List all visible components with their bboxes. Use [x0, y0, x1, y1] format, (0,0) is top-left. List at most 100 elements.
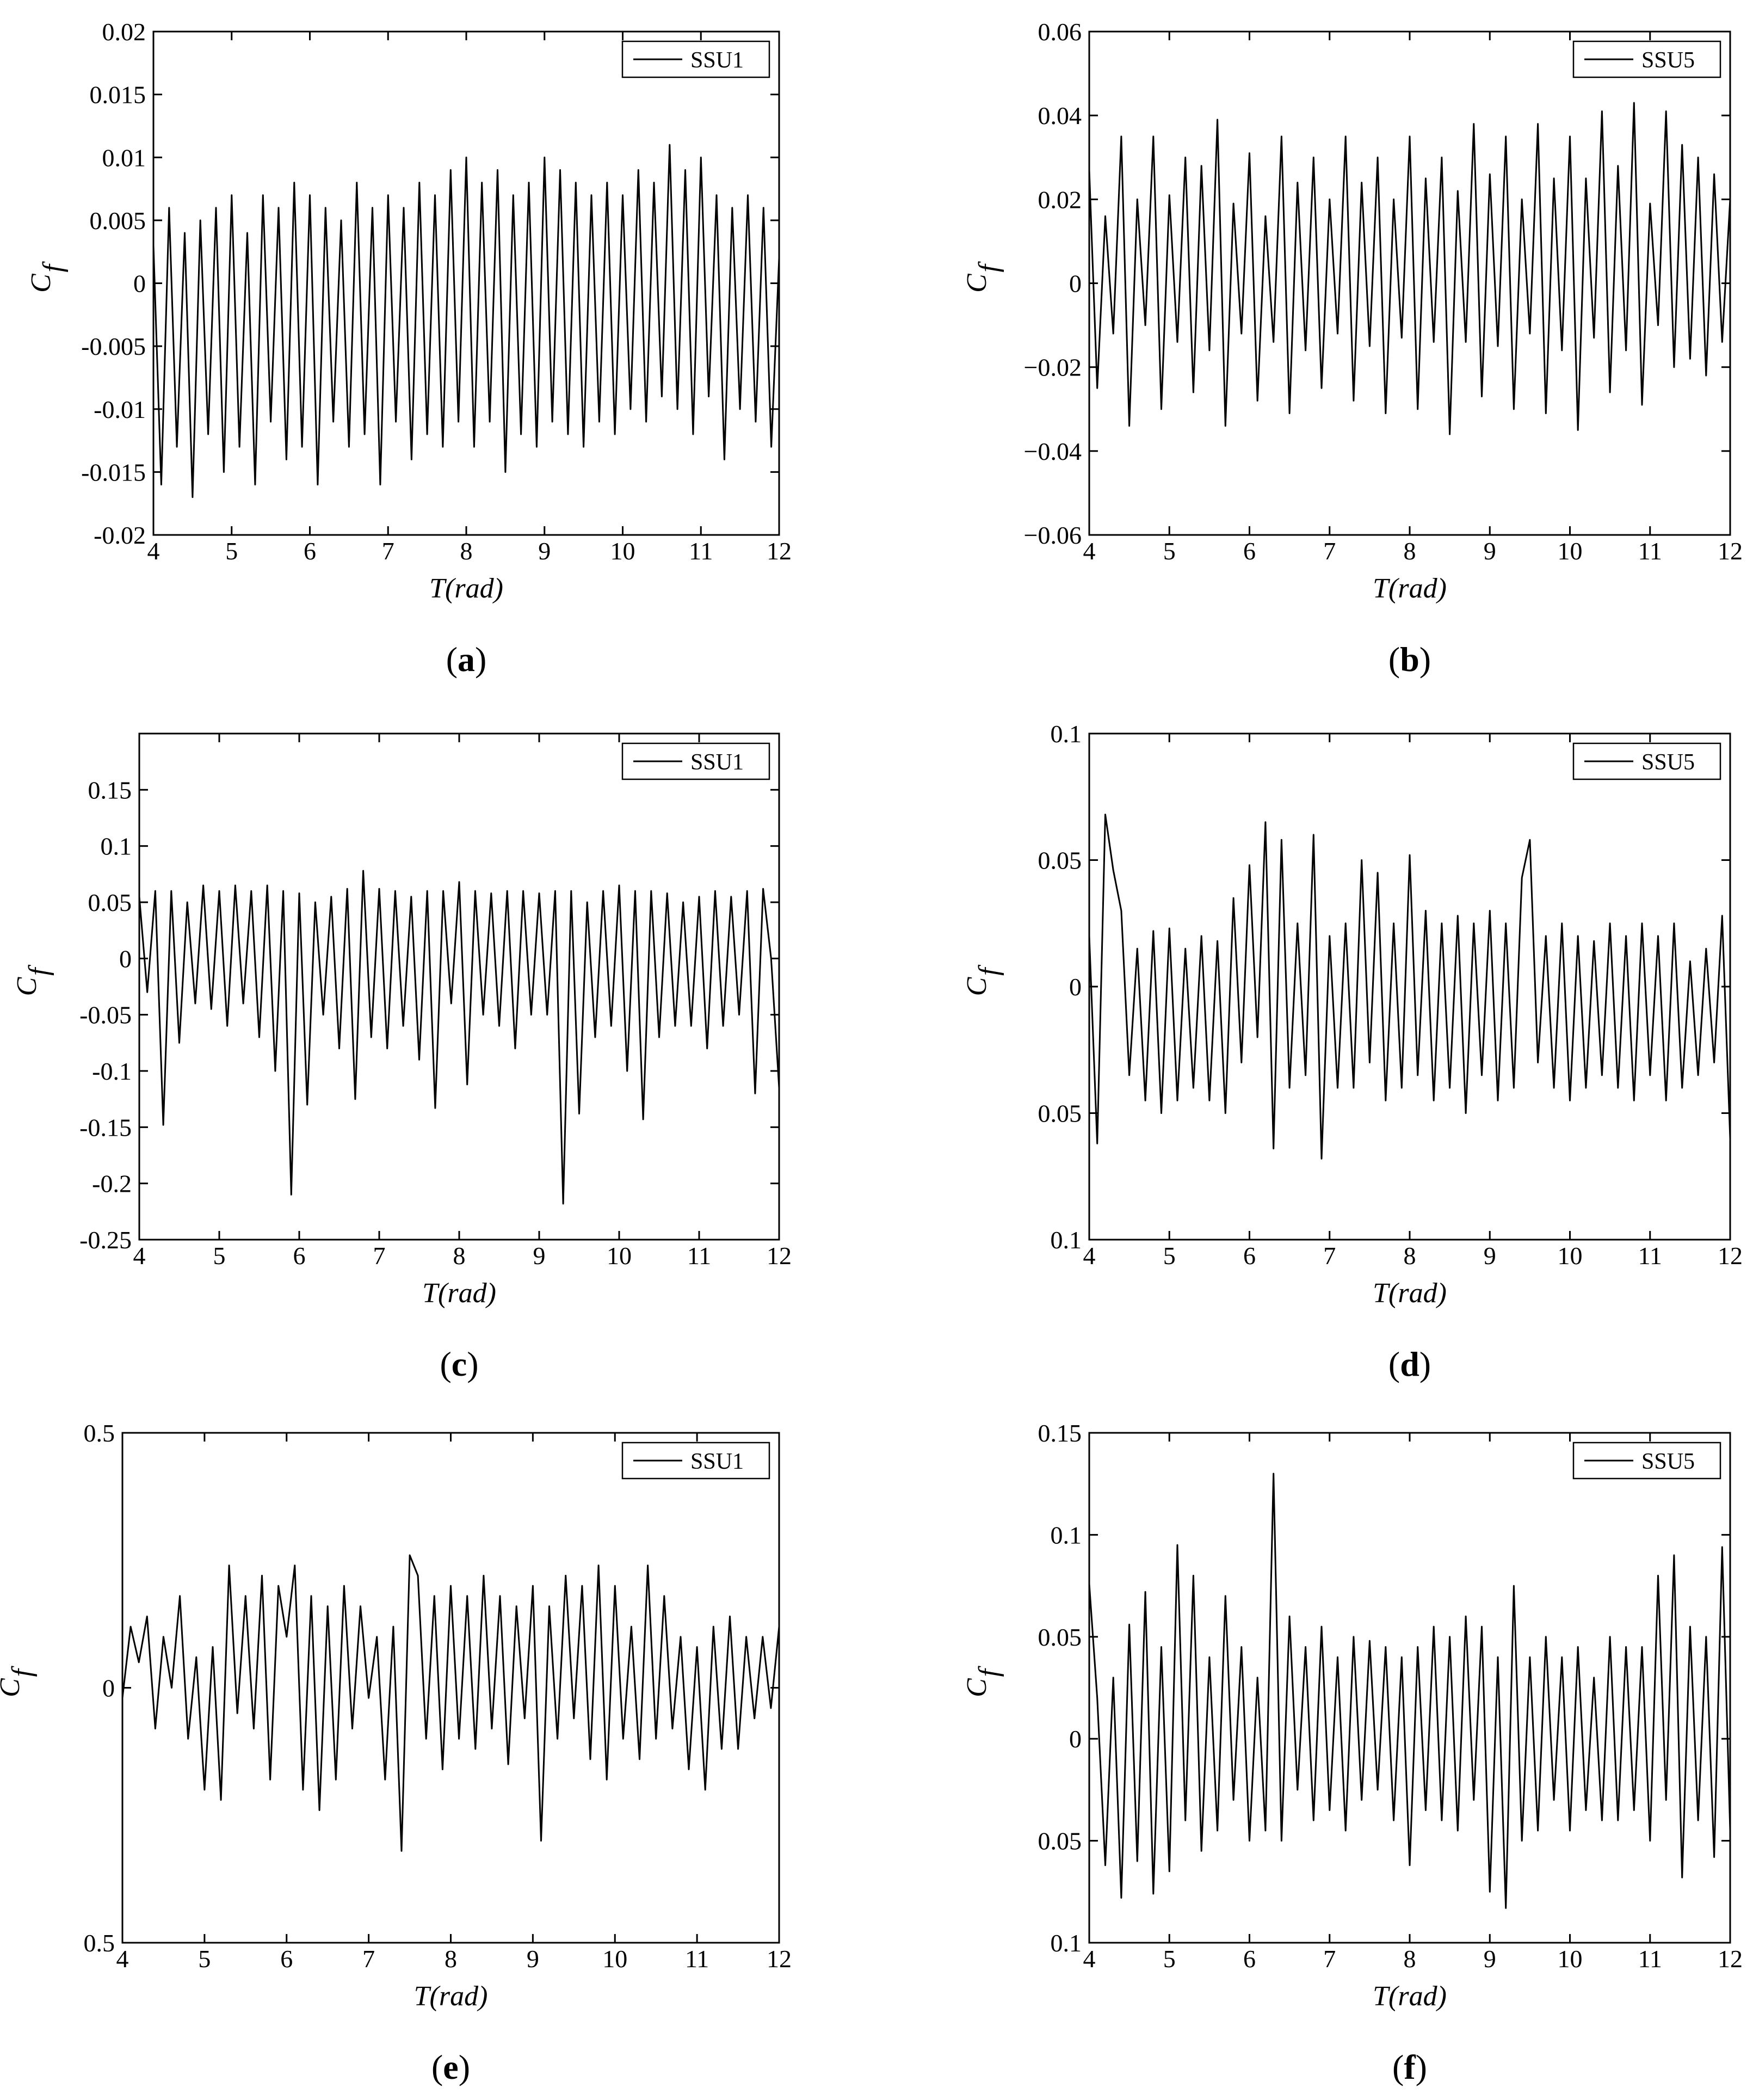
chart-panel-b: 4 5 6 7 8 9 10 11 12 0.06 0.04 0.02 0 −0.02 −0.04 −0.06…	[961, 18, 1743, 679]
x-tick-label: 5	[213, 1242, 226, 1270]
caption-part: (	[1392, 2048, 1404, 2086]
x-tick-label: 4	[133, 1242, 146, 1270]
x-axis-label: T(rad)	[429, 573, 503, 604]
x-tick-label: 12	[1718, 1945, 1743, 1973]
y-tick-label: 0.1	[1051, 720, 1082, 748]
x-tick-label: 10	[1558, 537, 1583, 565]
legend-label: SSU5	[1641, 48, 1695, 73]
y-tick-label: 0	[102, 1674, 115, 1702]
panel-caption: (d)	[1388, 1345, 1431, 1383]
x-tick-label: 12	[767, 537, 792, 565]
y-tick-label: 0.15	[1038, 1419, 1082, 1447]
x-tick-label: 6	[1243, 537, 1256, 565]
y-tick-label: 0.5	[84, 1419, 115, 1447]
x-tick-label: 4	[1083, 1242, 1096, 1270]
y-axis-label: C	[961, 1678, 992, 1697]
panel-caption: (a)	[446, 640, 487, 679]
x-tick-label: 5	[1163, 537, 1176, 565]
y-tick-label: -0.15	[79, 1113, 132, 1141]
y-tick-label: 0.05	[1038, 847, 1082, 875]
y-tick-label: 0.1	[1051, 1226, 1082, 1254]
y-tick-label: 0.05	[1038, 1623, 1082, 1651]
chart-panel-a: 4 5 6 7 8 9 10 11 12 0.02 0.015 0.01 0.005 0 -0.005 -0.…	[26, 18, 792, 679]
y-axis-label: C	[11, 976, 42, 996]
caption-part: )	[459, 2048, 470, 2086]
x-tick-label: 11	[1638, 1945, 1662, 1973]
y-axis-label: C	[961, 273, 992, 293]
y-tick-label: 0.02	[1038, 186, 1082, 213]
x-tick-label: 8	[1404, 537, 1416, 565]
x-tick-label: 12	[1718, 537, 1743, 565]
legend-label: SSU1	[690, 1449, 744, 1474]
x-tick-label: 11	[685, 1945, 709, 1973]
x-tick-label: 7	[1323, 1945, 1336, 1973]
y-axis-label: C	[961, 976, 992, 996]
y-tick-label: 0.01	[102, 144, 146, 171]
series-line-ssu5	[1089, 102, 1730, 435]
x-tick-label: 8	[460, 537, 473, 565]
y-tick-label: −0.04	[1024, 438, 1082, 465]
y-tick-label: 0	[1069, 973, 1082, 1001]
series-line-ssu1	[122, 1554, 779, 1852]
x-tick-label: 7	[382, 537, 394, 565]
y-tick-label: -0.02	[94, 521, 146, 549]
y-tick-label: -0.1	[92, 1057, 132, 1085]
y-axis-label: C	[0, 1678, 26, 1697]
caption-part: )	[1416, 2048, 1427, 2086]
y-tick-label: −0.02	[1024, 354, 1082, 381]
caption-part: )	[1419, 1345, 1431, 1383]
caption-part: e	[443, 2048, 458, 2086]
y-tick-label: 0	[119, 945, 132, 972]
y-tick-label: 0.1	[101, 833, 132, 860]
y-tick-label: 0.05	[88, 889, 132, 916]
y-axis-label-subscript: f	[973, 261, 1004, 273]
caption-part: a	[458, 640, 475, 679]
plot-frame	[1088, 732, 1731, 1241]
x-tick-label: 6	[280, 1945, 293, 1973]
panel-caption: (e)	[431, 2048, 470, 2086]
x-tick-label: 11	[1638, 537, 1662, 565]
x-axis-label: T(rad)	[414, 1981, 488, 2012]
x-tick-label: 8	[453, 1242, 466, 1270]
y-tick-label: -0.05	[79, 1001, 132, 1029]
panel-caption: (b)	[1388, 640, 1431, 679]
caption-part: (	[1388, 640, 1400, 679]
x-axis-label: T(rad)	[1373, 1981, 1447, 2012]
y-tick-label: 0	[1069, 270, 1082, 298]
x-tick-label: 8	[1404, 1945, 1416, 1973]
x-axis-label: T(rad)	[422, 1278, 496, 1309]
y-axis-label-subscript: f	[973, 1666, 1004, 1677]
caption-part: f	[1404, 2048, 1416, 2086]
series-line-ssu1	[153, 144, 779, 498]
x-tick-label: 9	[527, 1945, 539, 1973]
plot-frame	[121, 1432, 780, 1944]
y-tick-label: -0.2	[92, 1170, 132, 1198]
y-axis-label: C	[26, 273, 57, 293]
caption-part: )	[475, 640, 486, 679]
x-tick-label: 7	[1323, 537, 1336, 565]
y-tick-label: 0.15	[88, 776, 132, 804]
x-tick-label: 11	[1638, 1242, 1662, 1270]
plot-frame	[138, 732, 780, 1241]
caption-part: (	[431, 2048, 443, 2086]
y-tick-label: 0.05	[1038, 1100, 1082, 1128]
x-tick-label: 9	[1484, 1242, 1496, 1270]
x-tick-label: 8	[1404, 1242, 1416, 1270]
caption-part: c	[452, 1345, 467, 1383]
legend-label: SSU5	[1641, 1449, 1695, 1474]
x-tick-label: 4	[147, 537, 160, 565]
x-tick-label: 5	[198, 1945, 211, 1973]
x-tick-label: 10	[610, 537, 635, 565]
x-tick-label: 10	[1558, 1242, 1583, 1270]
caption-part: (	[440, 1345, 451, 1383]
caption-part: )	[1419, 640, 1431, 679]
series-line-ssu1	[139, 870, 779, 1205]
chart-panel-f: 4 5 6 7 8 9 10 11 12 0.15 0.1 0.05 0 0.05 0.1 T(rad) Cf S…	[961, 1419, 1743, 2086]
x-tick-label: 5	[1163, 1945, 1176, 1973]
x-tick-label: 5	[225, 537, 238, 565]
legend-label: SSU1	[690, 750, 744, 775]
x-tick-label: 12	[1718, 1242, 1743, 1270]
y-tick-label: -0.005	[81, 332, 146, 360]
x-tick-label: 10	[602, 1945, 627, 1973]
x-tick-label: 4	[116, 1945, 129, 1973]
